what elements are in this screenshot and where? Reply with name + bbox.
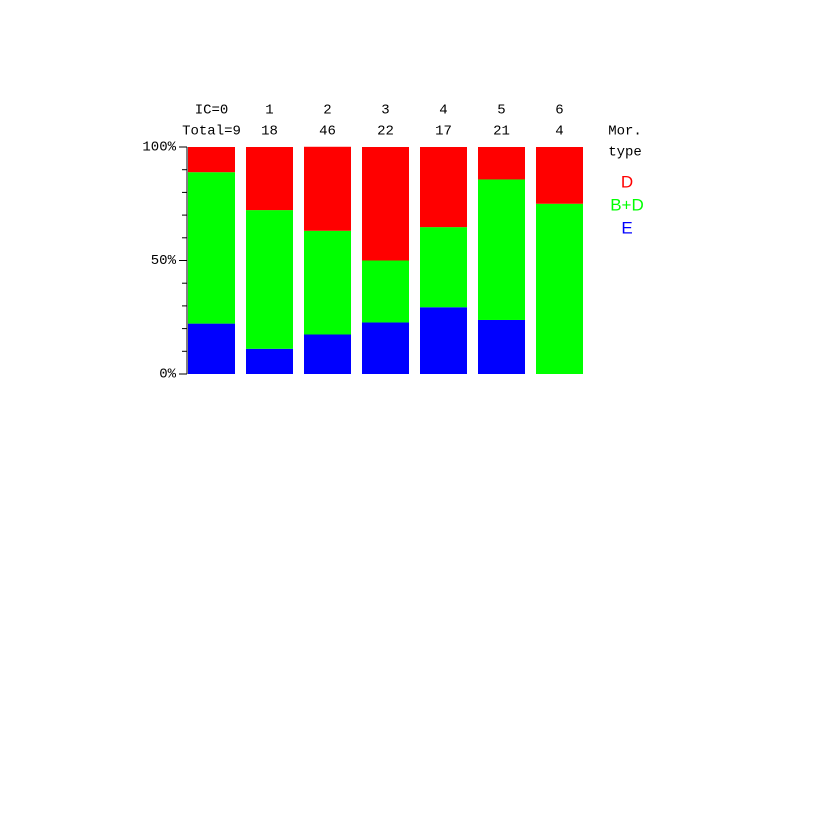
total-label: 17 — [435, 124, 452, 140]
bar-segment — [246, 348, 293, 374]
bar-segment — [478, 319, 525, 374]
x-category-label: IC=0 — [195, 103, 229, 119]
legend-entry: D — [621, 172, 633, 191]
x-category-label: 4 — [439, 103, 447, 119]
bar-segment — [362, 260, 409, 323]
x-category-label: 6 — [555, 103, 563, 119]
y-tick-label: 0% — [159, 367, 176, 383]
bar-segment — [188, 323, 235, 374]
y-tick-label: 50% — [151, 253, 177, 269]
total-label: 46 — [319, 124, 336, 140]
x-category-label: 1 — [265, 103, 273, 119]
bar-segment — [420, 227, 467, 308]
x-category-label: 5 — [497, 103, 505, 119]
total-label: Total=9 — [182, 124, 241, 140]
legend-entry: B+D — [610, 195, 644, 214]
bar-segment — [536, 203, 583, 374]
bar-segment — [304, 146, 351, 231]
bar-segment — [188, 172, 235, 324]
total-label: 22 — [377, 124, 394, 140]
bar-segment — [246, 147, 293, 211]
bar-segment — [536, 147, 583, 204]
bar-segment — [478, 179, 525, 320]
total-label: 4 — [555, 124, 563, 140]
bar-segment — [420, 307, 467, 374]
legend-title: Mor. — [608, 124, 642, 140]
y-tick-label: 100% — [142, 140, 176, 156]
total-label: 18 — [261, 124, 278, 140]
bar-segment — [362, 322, 409, 374]
bar-segment — [188, 147, 235, 173]
total-label: 21 — [493, 124, 510, 140]
bar-segment — [246, 210, 293, 349]
legend-title: type — [608, 145, 642, 161]
bar-segment — [478, 147, 525, 180]
legend-entry: E — [621, 218, 632, 237]
x-category-label: 2 — [323, 103, 331, 119]
bar-segment — [304, 334, 351, 374]
bar-segment — [304, 230, 351, 335]
bar-segment — [362, 147, 409, 261]
x-category-label: 3 — [381, 103, 389, 119]
bar-segment — [420, 147, 467, 228]
